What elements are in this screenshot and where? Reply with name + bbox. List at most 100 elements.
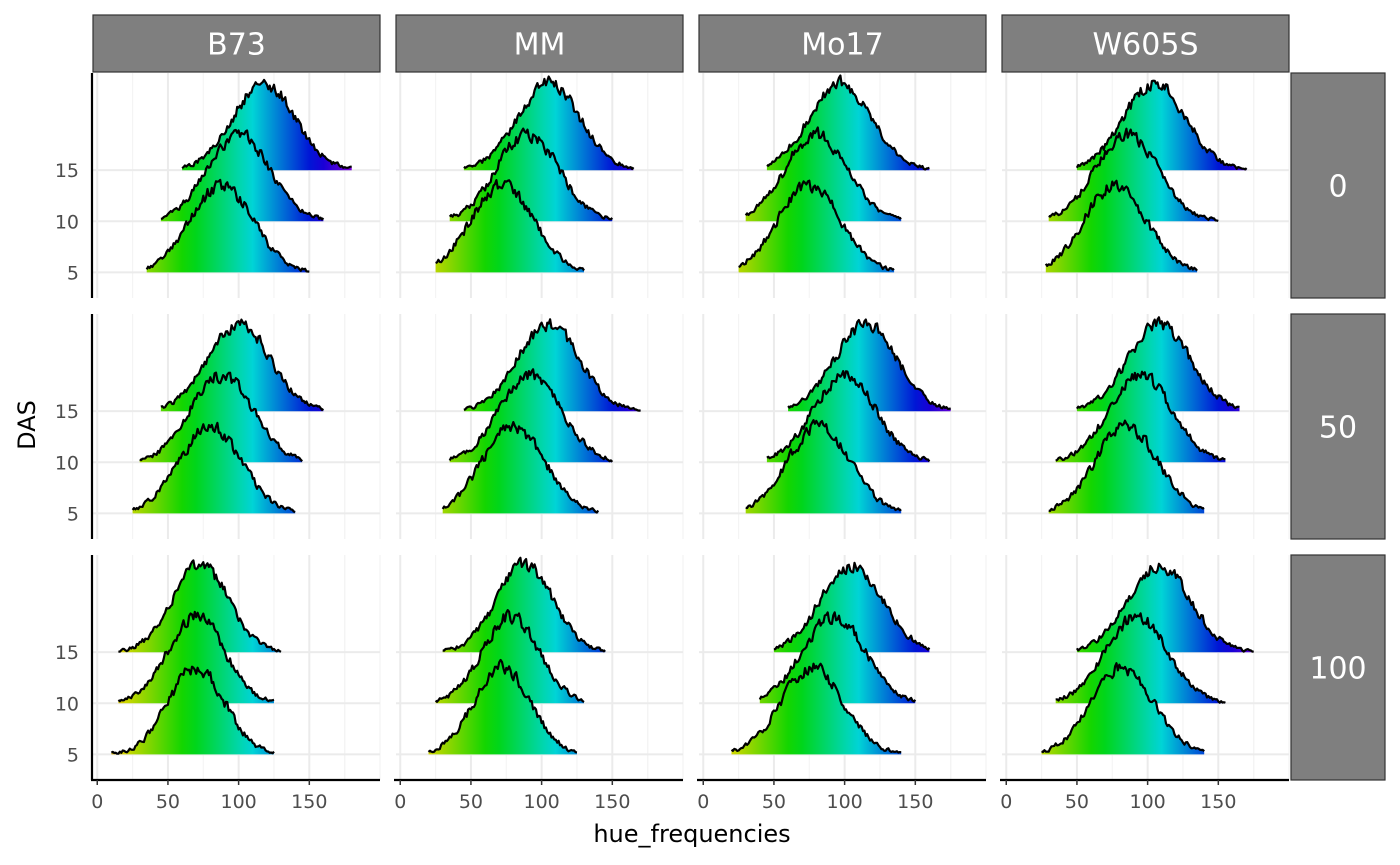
col-strip-label: Mo17 bbox=[801, 28, 883, 63]
ridge-line-das-15 bbox=[118, 559, 282, 653]
x-tick-label: 100 bbox=[220, 791, 256, 813]
panel-W605S-100 bbox=[1002, 555, 1290, 780]
x-tick-label: 50 bbox=[762, 791, 786, 813]
ridge-line-das-15 bbox=[442, 556, 606, 653]
x-tick-label: 50 bbox=[1065, 791, 1089, 813]
col-strip-bg bbox=[92, 14, 381, 73]
ridge-fill-das-15 bbox=[463, 319, 641, 412]
ridge-line-das-5 bbox=[745, 419, 902, 512]
row-strip-bg bbox=[1290, 313, 1386, 540]
ridge-fill-das-15 bbox=[1076, 563, 1254, 653]
row-strip-label: 0 bbox=[1328, 170, 1347, 205]
ridge-line-das-10 bbox=[434, 609, 585, 703]
panel-Mo17-100 bbox=[699, 555, 987, 780]
ridge-fill-das-5 bbox=[132, 422, 296, 514]
ridge-fill-das-10 bbox=[435, 610, 584, 704]
ridge-fill-das-5 bbox=[111, 666, 275, 755]
x-tick-label: 100 bbox=[826, 791, 862, 813]
ridge-fill-das-15 bbox=[1076, 317, 1240, 412]
col-strip-B73: B73 bbox=[92, 14, 381, 73]
axes-layer: 5 10 15 5 10 15 5 10 150 50 100 150 0 50 100 150 0 50 100 1… bbox=[55, 73, 1289, 813]
ridge-fill-das-5 bbox=[738, 180, 895, 273]
ridge-fill-das-10 bbox=[1055, 613, 1226, 704]
ridge-line-das-5 bbox=[441, 421, 600, 514]
y-tick-label: 5 bbox=[67, 503, 79, 525]
panel-B73-50 bbox=[93, 314, 381, 539]
ridge-fill-das-15 bbox=[118, 560, 282, 653]
ridge-line-das-5 bbox=[435, 179, 585, 272]
ridge-line-das-10 bbox=[744, 126, 902, 220]
panel-MM-0 bbox=[396, 73, 684, 298]
y-tick-label: 10 bbox=[55, 693, 79, 715]
panel-Mo17-50 bbox=[699, 314, 987, 539]
ridge-line-das-10 bbox=[1055, 370, 1226, 462]
ridge-line-das-15 bbox=[766, 74, 930, 171]
ridge-fill-das-5 bbox=[146, 179, 310, 273]
x-tick-label: 100 bbox=[523, 791, 559, 813]
ridge-fill-das-10 bbox=[118, 611, 275, 704]
ridge-fill-das-5 bbox=[1048, 420, 1205, 514]
ridge-line-das-5 bbox=[145, 178, 310, 273]
row-strip-bg bbox=[1290, 554, 1386, 781]
panels-layer bbox=[93, 73, 1290, 780]
row-strip-0: 0 bbox=[1290, 72, 1386, 299]
row-strip-label: 50 bbox=[1319, 411, 1357, 446]
ridge-line-das-10 bbox=[448, 368, 614, 463]
col-strip-MM: MM bbox=[395, 14, 684, 73]
x-tick-label: 0 bbox=[91, 791, 103, 813]
strips-layer: B73 MM Mo17 W605S 0 50 100 bbox=[92, 14, 1386, 781]
y-tick-label: 10 bbox=[55, 452, 79, 474]
ridge-line-das-10 bbox=[160, 128, 325, 221]
ridge-line-das-10 bbox=[139, 371, 303, 462]
ridge-fill-das-10 bbox=[160, 130, 324, 222]
col-strip-label: B73 bbox=[207, 28, 266, 63]
ridge-line-das-5 bbox=[131, 421, 296, 514]
x-tick-label: 50 bbox=[459, 791, 483, 813]
ridge-line-das-5 bbox=[110, 665, 275, 755]
ridge-line-das-10 bbox=[448, 127, 614, 221]
ridge-fill-das-10 bbox=[449, 369, 613, 463]
col-strip-Mo17: Mo17 bbox=[698, 14, 987, 73]
y-tick-label: 5 bbox=[67, 262, 79, 284]
col-strip-label: W605S bbox=[1093, 28, 1199, 63]
y-tick-label: 5 bbox=[67, 744, 79, 766]
y-tick-label: 15 bbox=[55, 642, 79, 664]
col-strip-bg bbox=[698, 14, 987, 73]
panel-B73-0 bbox=[93, 73, 381, 298]
x-tick-label: 150 bbox=[594, 791, 630, 813]
row-strip-100: 100 bbox=[1290, 554, 1386, 781]
x-tick-label: 100 bbox=[1129, 791, 1165, 813]
ridge-line-das-15 bbox=[1075, 79, 1248, 171]
y-tick-label: 15 bbox=[55, 401, 79, 423]
panel-Mo17-0 bbox=[699, 73, 987, 298]
x-tick-label: 0 bbox=[394, 791, 406, 813]
col-strip-bg bbox=[395, 14, 684, 73]
ridge-line-das-15 bbox=[773, 561, 931, 651]
ridge-line-das-5 bbox=[1048, 419, 1205, 512]
ridge-fill-das-15 bbox=[442, 557, 606, 653]
panel-B73-100 bbox=[93, 555, 381, 780]
panel-MM-50 bbox=[396, 314, 684, 539]
ridge-line-das-10 bbox=[758, 611, 917, 703]
ridge-line-das-15 bbox=[787, 318, 951, 410]
ridge-line-das-10 bbox=[117, 610, 275, 703]
x-tick-label: 150 bbox=[1200, 791, 1236, 813]
ridge-fill-das-15 bbox=[463, 76, 634, 171]
ridge-line-das-15 bbox=[160, 318, 325, 411]
col-strip-bg bbox=[1001, 14, 1290, 73]
col-strip-W605S: W605S bbox=[1001, 14, 1290, 73]
ridge-fill-das-5 bbox=[435, 180, 584, 273]
ridge-fill-das-15 bbox=[773, 562, 930, 653]
x-tick-label: 150 bbox=[897, 791, 933, 813]
ridge-line-das-5 bbox=[730, 662, 902, 754]
col-strip-label: MM bbox=[514, 28, 566, 63]
y-tick-label: 10 bbox=[55, 211, 79, 233]
ridge-fill-das-10 bbox=[139, 372, 303, 463]
ridge-fill-das-5 bbox=[745, 420, 902, 514]
ridge-line-das-5 bbox=[1041, 662, 1205, 754]
ridge-fill-das-5 bbox=[731, 663, 902, 755]
ridge-fill-das-15 bbox=[160, 319, 324, 412]
ridge-line-das-15 bbox=[1075, 562, 1254, 653]
x-axis-title: hue_frequencies bbox=[593, 820, 790, 848]
ridge-fill-das-5 bbox=[1041, 663, 1205, 755]
